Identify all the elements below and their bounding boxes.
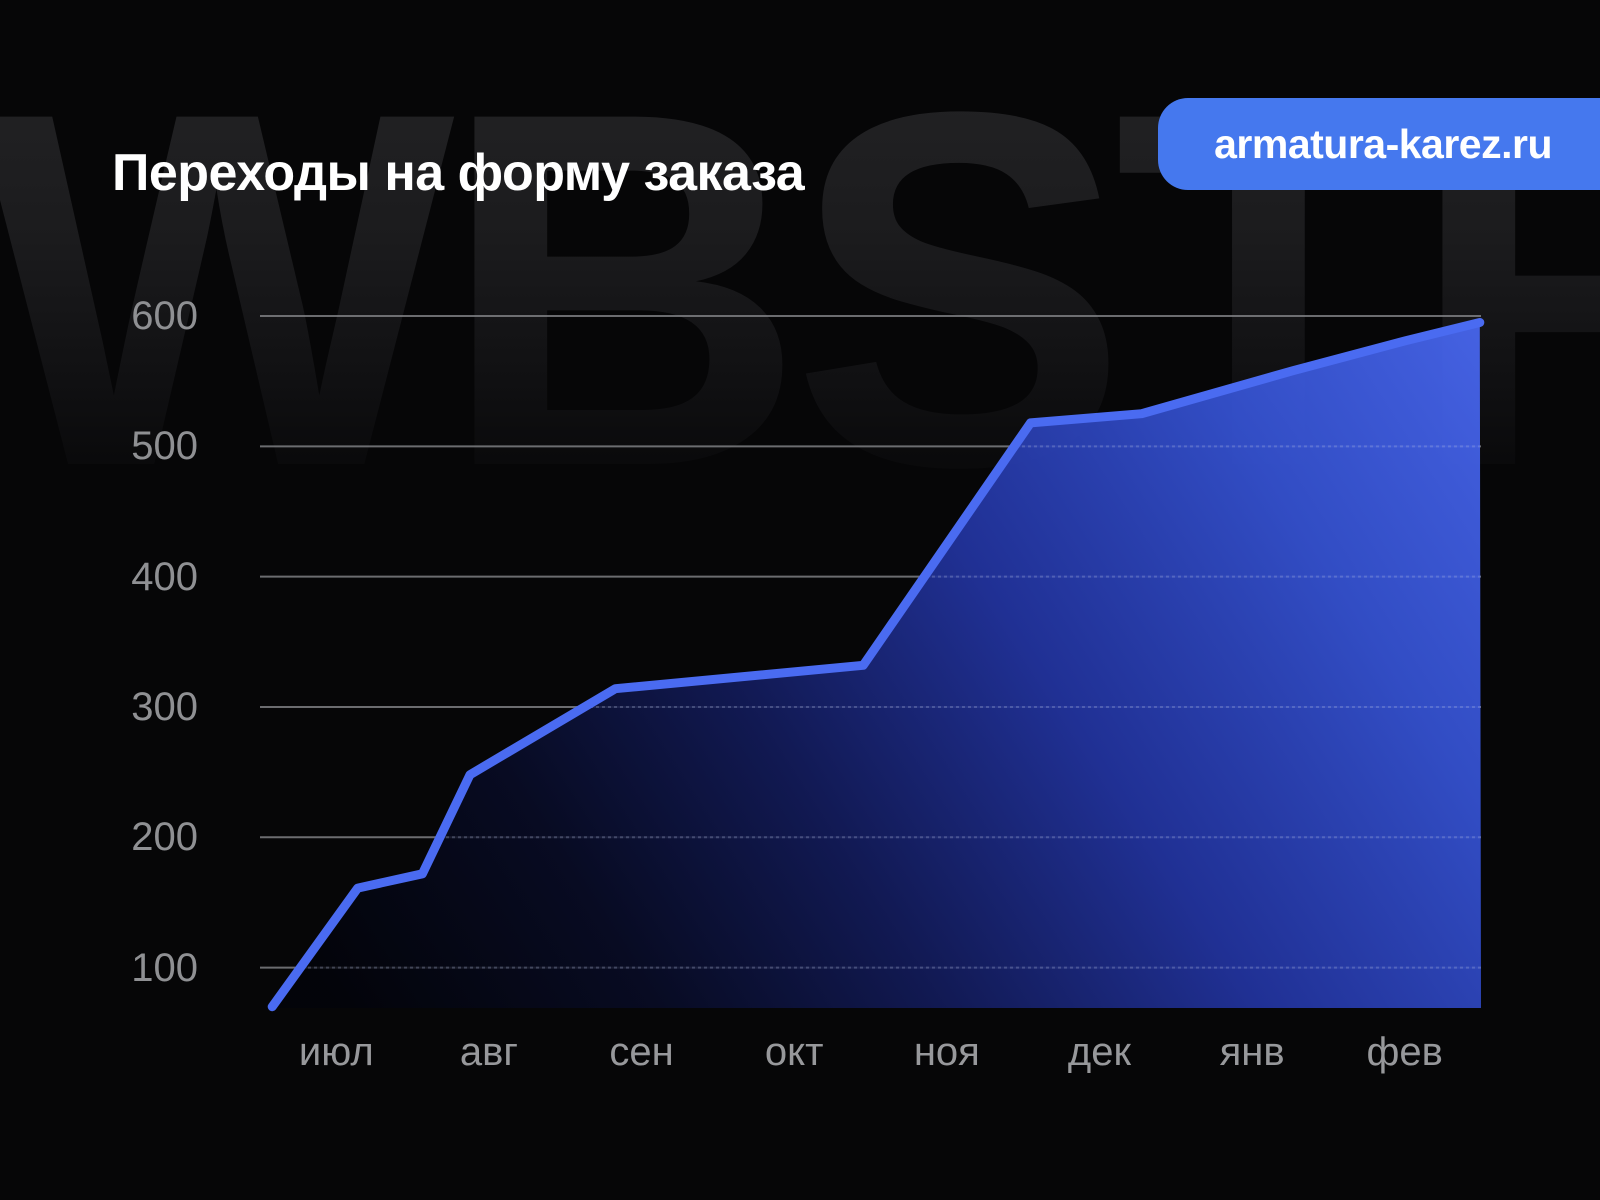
y-axis-label: 300 <box>131 684 198 729</box>
domain-badge[interactable]: armatura-karez.ru <box>1158 98 1600 190</box>
y-axis-label: 100 <box>131 945 198 990</box>
x-axis-label: фев <box>1366 1030 1443 1074</box>
x-axis-label: ноя <box>913 1030 980 1074</box>
x-axis-label: июл <box>298 1030 374 1074</box>
x-axis-label: янв <box>1219 1030 1285 1074</box>
x-axis-label: авг <box>459 1030 518 1074</box>
domain-badge-label: armatura-karez.ru <box>1214 120 1552 167</box>
y-axis-label: 400 <box>131 554 198 599</box>
y-axis-label: 500 <box>131 424 198 469</box>
x-axis-label: окт <box>764 1030 824 1074</box>
page-title: Переходы на форму заказа <box>112 143 805 202</box>
trend-line <box>267 318 1485 1012</box>
y-axis-label: 200 <box>131 815 198 860</box>
area-fill <box>272 322 1482 1008</box>
x-axis-label: дек <box>1067 1030 1131 1074</box>
y-axis-label: 600 <box>131 294 198 338</box>
x-axis-label: сен <box>609 1030 674 1074</box>
